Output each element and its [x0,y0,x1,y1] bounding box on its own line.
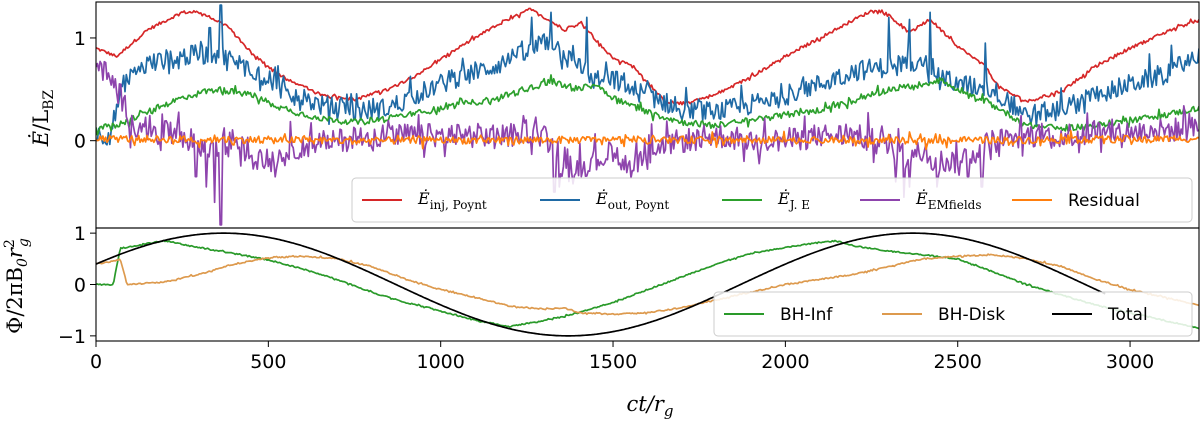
legend-label-inj-poynt: Ėinj, Poynt [417,188,487,212]
bottom-series-bh-disk [96,253,1199,316]
legend-sub-emfields: EMfields [928,198,982,212]
bottom-x-ticks: 0 500 1000 1500 2000 2500 3000 [90,341,1154,373]
top-series-emfields [96,60,1199,226]
bottom-y-ticks: −1 0 1 [58,223,96,348]
x-tick-label: 1500 [589,351,637,373]
top-ylabel-slash: /L [29,110,53,131]
x-tick-label: 2000 [761,351,809,373]
bottom-y-axis-label: Φ/2πB0r2g [2,238,32,334]
legend-entry-residual: Residual [1012,191,1140,211]
legend-entry-total: Total [1052,305,1148,325]
legend-label-bh-inf: BH-Inf [780,305,833,325]
legend-symbol-je: Ė [777,188,790,208]
legend-entry-emfields: ĖEMfields [860,188,982,212]
bottom-ylabel-sup: 2 [2,239,18,248]
top-series-group [96,4,1199,226]
x-tick-label: 500 [250,351,286,373]
top-y-tick-label: 0 [74,131,86,153]
legend-entry-out-poynt: Ėout, Poynt [540,188,669,212]
legend-label-residual: Residual [1068,191,1140,211]
legend-entry-bh-inf: BH-Inf [724,305,833,325]
legend-label-je: ĖJ. E [777,188,810,212]
x-tick-label: 2500 [934,351,982,373]
legend-entry-je: ĖJ. E [722,188,810,212]
top-series-residual [96,129,1199,151]
x-axis-label: ct/rg [627,392,674,420]
bottom-y-tick-label: 1 [74,223,86,245]
legend-symbol-inj-poynt: Ė [417,188,430,208]
bottom-series-group [96,232,1199,337]
top-y-axis-label: Ė/LBZ [29,90,57,148]
x-label-main: ct/r [627,392,666,416]
top-series-inj-poynt [96,7,1199,106]
legend-label-bh-disk: BH-Disk [938,305,1005,325]
bottom-panel: −101 0 500 1000 1500 2000 2500 3000 Φ/2πB0r2g … [2,223,1200,420]
legend-label-out-poynt: Ėout, Poynt [595,188,669,212]
top-y-tick-label: 1 [74,28,86,50]
top-series-out-poynt [96,4,1199,146]
bottom-ylabel-r: r [3,246,27,258]
top-ylabel-main: Ė [29,131,53,147]
bottom-ylabel-subg: g [16,238,32,247]
x-tick-label: 1000 [417,351,465,373]
bottom-legend: BH-Inf BH-Disk Total [713,291,1193,337]
bottom-ylabel-main: Φ/2πB [3,267,27,334]
legend-sub-out-poynt: out, Poynt [608,198,670,212]
bottom-panel-frame [95,227,1200,342]
legend-symbol-emfields: Ė [915,188,928,208]
legend-label-total: Total [1107,305,1148,325]
legend-entry-bh-disk: BH-Disk [882,305,1005,325]
x-tick-label: 3000 [1106,351,1154,373]
top-y-ticks: 01 [74,28,96,153]
bottom-y-tick-label: 0 [74,275,86,297]
legend-symbol-out-poynt: Ė [595,188,608,208]
x-label-sub: g [664,402,674,420]
legend-label-emfields: ĖEMfields [915,188,982,212]
bottom-series-bh-inf [96,239,1199,330]
bottom-y-tick-label: −1 [58,326,86,348]
x-tick-label: 0 [90,351,102,373]
legend-sub-inj-poynt: inj, Poynt [430,198,487,212]
legend-entry-inj-poynt: Ėinj, Poynt [362,188,487,212]
top-series-j-e [96,74,1199,136]
bottom-series-total [96,232,1106,337]
top-ylabel-sub: BZ [41,90,57,110]
top-panel: 01 Ė/LBZ Ėinj, Poynt Ėout, Poynt ĖJ. E Ė… [29,1,1200,229]
top-legend-box [351,177,1193,223]
bottom-ylabel-sub0: 0 [15,258,31,267]
legend-sub-je: J. E [788,198,810,212]
top-legend: Ėinj, Poynt Ėout, Poynt ĖJ. E ĖEMfields … [351,177,1193,223]
bottom-legend-box [713,291,1193,337]
